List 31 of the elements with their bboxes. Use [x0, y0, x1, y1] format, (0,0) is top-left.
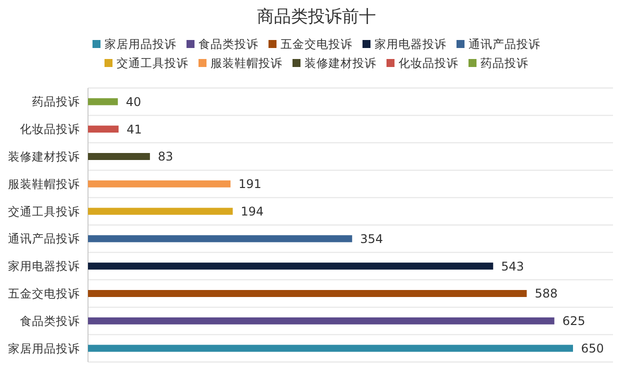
y-tick-label: 服装鞋帽投诉 [8, 176, 80, 191]
y-tick-label: 家居用品投诉 [8, 341, 80, 356]
legend-label: 化妆品投诉 [398, 56, 458, 70]
data-label: 194 [240, 204, 264, 218]
legend-label: 家用电器投诉 [374, 37, 446, 52]
y-tick-label: 食品类投诉 [20, 314, 80, 328]
y-tick-label: 五金交电投诉 [8, 286, 80, 301]
data-label: 191 [238, 177, 262, 192]
data-label: 83 [158, 150, 174, 164]
y-tick-label: 交通工具投诉 [8, 204, 80, 218]
legend-label: 通讯产品投诉 [468, 37, 540, 52]
legend-label: 交通工具投诉 [116, 56, 188, 70]
legend-label: 服装鞋帽投诉 [210, 56, 282, 70]
legend-label: 药品投诉 [480, 56, 528, 70]
y-tick-label: 药品投诉 [32, 94, 80, 109]
legend-label: 家居用品投诉 [104, 37, 176, 52]
y-tick-label: 通讯产品投诉 [8, 232, 80, 246]
legend-label: 食品类投诉 [198, 37, 258, 52]
legend-label: 五金交电投诉 [280, 37, 352, 52]
chart-title: 商品类投诉前十 [257, 6, 376, 27]
data-label: 588 [534, 286, 558, 301]
legend-label: 装修建材投诉 [304, 56, 376, 70]
y-tick-label: 家用电器投诉 [8, 259, 80, 274]
y-tick-label: 化妆品投诉 [20, 122, 80, 136]
data-label: 354 [360, 232, 384, 246]
data-label: 650 [581, 342, 604, 356]
data-label: 625 [562, 314, 586, 328]
y-tick-label: 装修建材投诉 [8, 150, 80, 164]
data-label: 41 [126, 122, 142, 136]
data-label: 40 [126, 94, 142, 109]
data-label: 543 [501, 259, 524, 274]
